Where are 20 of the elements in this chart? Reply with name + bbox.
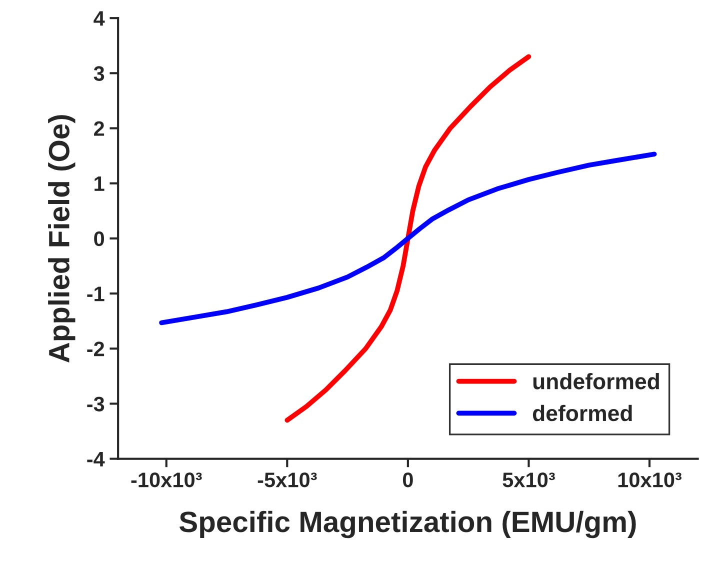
x-tick-label: -5x10³ xyxy=(258,472,317,488)
x-axis-title: Specific Magnetization (EMU/gm) xyxy=(179,510,636,538)
y-tick-label: 1 xyxy=(94,176,104,191)
y-tick-label: -1 xyxy=(87,286,104,302)
y-tick-label: 2 xyxy=(94,121,104,136)
line-series xyxy=(159,152,657,326)
x-tick-label: 10x10³ xyxy=(618,472,682,488)
y-tick-label: 0 xyxy=(94,231,104,246)
y-tick-label: -3 xyxy=(87,396,104,412)
line-series xyxy=(284,54,532,423)
y-tick-label: -2 xyxy=(87,342,104,356)
x-tick-label: 5x10³ xyxy=(502,472,555,488)
y-tick-label: 3 xyxy=(94,66,104,81)
legend-label: undeformed xyxy=(533,373,659,390)
x-tick-label: 0 xyxy=(402,472,413,488)
legend-label: deformed xyxy=(532,404,632,422)
y-tick-label: -4 xyxy=(87,452,105,466)
y-tick-label: 4 xyxy=(94,11,105,26)
y-axis-title: Applied Field (Oe) xyxy=(48,115,76,362)
x-tick-label: -10x10³ xyxy=(131,472,202,488)
